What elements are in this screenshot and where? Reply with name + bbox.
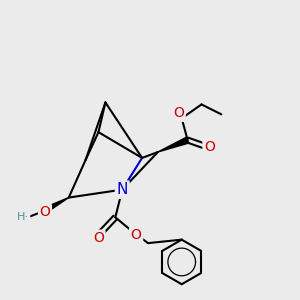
Text: O: O [204, 140, 215, 154]
Text: N: N [117, 182, 128, 197]
Polygon shape [42, 198, 69, 214]
Polygon shape [158, 137, 189, 152]
Text: O: O [173, 106, 184, 120]
Text: O: O [93, 231, 104, 245]
Text: O: O [40, 206, 50, 219]
Text: H·: H· [17, 212, 29, 222]
Text: O: O [131, 228, 142, 242]
